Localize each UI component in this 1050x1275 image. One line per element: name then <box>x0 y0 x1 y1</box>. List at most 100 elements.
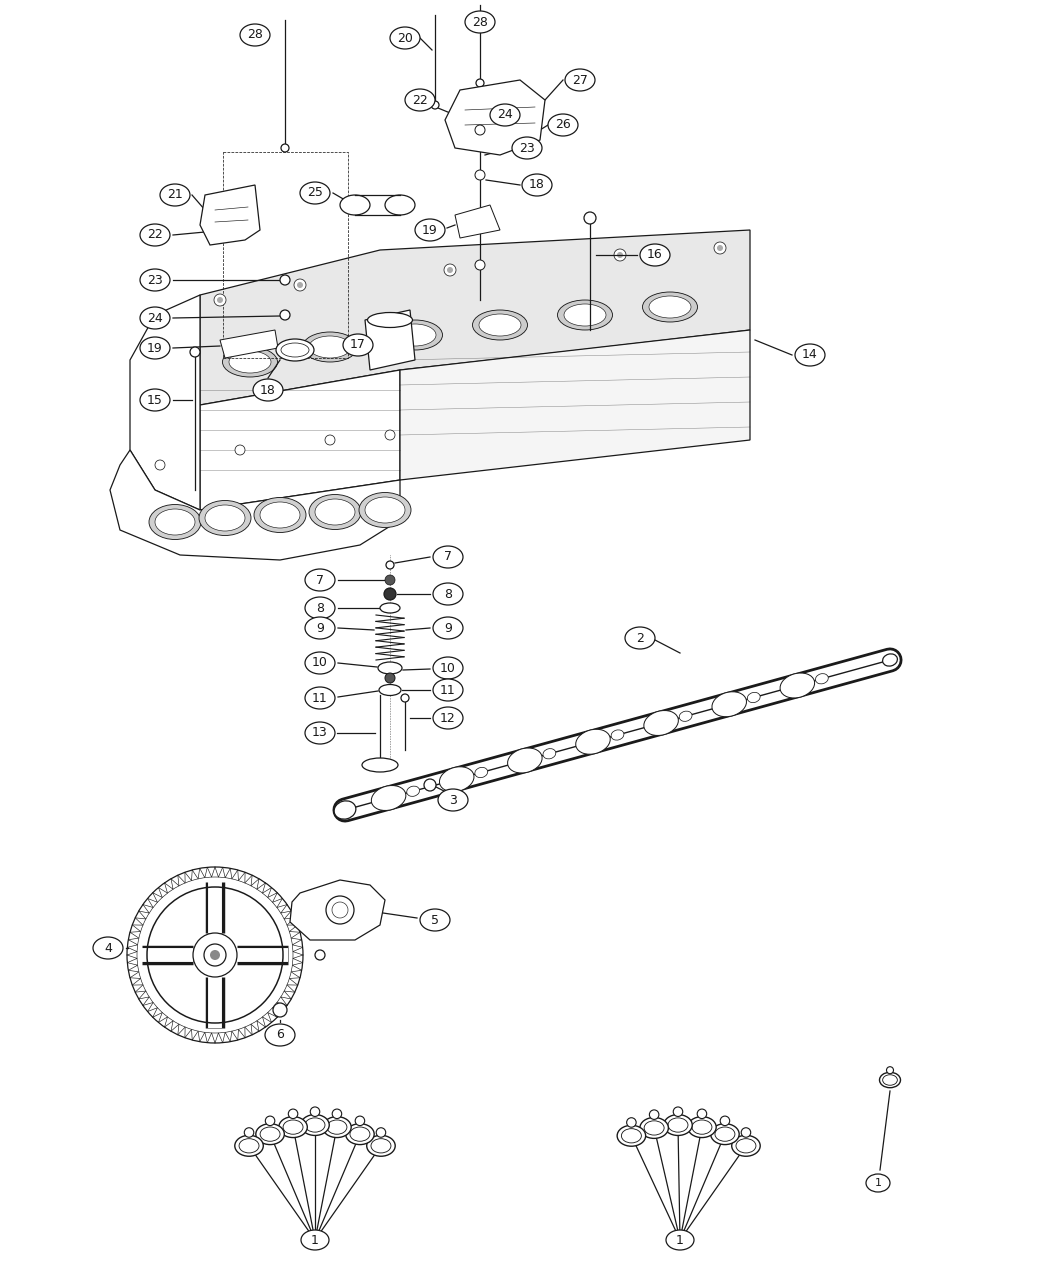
Ellipse shape <box>649 296 691 317</box>
Text: 17: 17 <box>350 338 366 352</box>
Ellipse shape <box>465 11 495 33</box>
Polygon shape <box>290 880 385 940</box>
Ellipse shape <box>712 692 747 717</box>
Circle shape <box>741 1128 751 1137</box>
Ellipse shape <box>816 673 828 683</box>
Ellipse shape <box>639 1117 669 1139</box>
Ellipse shape <box>223 347 277 377</box>
Ellipse shape <box>420 909 450 931</box>
Ellipse shape <box>643 292 697 323</box>
Ellipse shape <box>666 1230 694 1250</box>
Circle shape <box>384 588 396 601</box>
Ellipse shape <box>715 1127 735 1141</box>
Ellipse shape <box>406 787 420 797</box>
Text: 1: 1 <box>875 1178 882 1188</box>
Circle shape <box>273 1003 287 1017</box>
Text: 4: 4 <box>104 941 112 955</box>
Ellipse shape <box>140 307 170 329</box>
Circle shape <box>294 279 306 291</box>
Text: 19: 19 <box>422 223 438 236</box>
Ellipse shape <box>394 324 436 346</box>
Text: 27: 27 <box>572 74 588 87</box>
Text: 7: 7 <box>444 551 452 564</box>
Circle shape <box>280 310 290 320</box>
Ellipse shape <box>304 652 335 674</box>
Ellipse shape <box>304 569 335 592</box>
Text: 10: 10 <box>312 657 328 669</box>
Polygon shape <box>200 185 260 245</box>
Ellipse shape <box>140 269 170 291</box>
Ellipse shape <box>309 495 361 529</box>
Ellipse shape <box>276 339 314 361</box>
Text: 18: 18 <box>260 384 276 397</box>
Polygon shape <box>365 310 415 370</box>
Circle shape <box>280 275 290 286</box>
Ellipse shape <box>385 195 415 215</box>
Ellipse shape <box>748 692 760 703</box>
Circle shape <box>475 125 485 135</box>
Circle shape <box>332 1109 341 1118</box>
Ellipse shape <box>372 785 406 811</box>
Text: 8: 8 <box>316 602 324 615</box>
Ellipse shape <box>479 314 521 337</box>
Circle shape <box>673 1107 683 1117</box>
Ellipse shape <box>368 312 413 328</box>
Ellipse shape <box>300 1114 330 1136</box>
Ellipse shape <box>433 546 463 567</box>
Ellipse shape <box>622 1128 642 1142</box>
Ellipse shape <box>611 729 624 740</box>
Text: 3: 3 <box>449 793 457 807</box>
Circle shape <box>697 1109 707 1118</box>
Circle shape <box>476 79 484 87</box>
Text: 2: 2 <box>636 631 644 644</box>
Ellipse shape <box>260 502 300 528</box>
Ellipse shape <box>438 789 468 811</box>
Circle shape <box>217 297 223 303</box>
Ellipse shape <box>340 195 370 215</box>
Ellipse shape <box>575 729 610 755</box>
Ellipse shape <box>387 320 442 351</box>
Circle shape <box>214 295 226 306</box>
Ellipse shape <box>155 509 195 536</box>
Ellipse shape <box>365 497 405 523</box>
Ellipse shape <box>475 768 487 778</box>
Ellipse shape <box>472 310 527 340</box>
Circle shape <box>289 1109 298 1118</box>
Ellipse shape <box>565 69 595 91</box>
Ellipse shape <box>309 337 351 358</box>
Text: 13: 13 <box>312 727 328 739</box>
Circle shape <box>266 1116 275 1126</box>
Ellipse shape <box>140 337 170 360</box>
Ellipse shape <box>160 184 190 207</box>
Circle shape <box>326 435 335 445</box>
Text: 6: 6 <box>276 1029 284 1042</box>
Ellipse shape <box>732 1135 760 1156</box>
Ellipse shape <box>883 654 898 666</box>
Ellipse shape <box>543 748 555 759</box>
Ellipse shape <box>256 1123 285 1145</box>
Ellipse shape <box>304 617 335 639</box>
Ellipse shape <box>334 801 356 819</box>
Circle shape <box>332 901 348 918</box>
Circle shape <box>204 944 226 966</box>
Ellipse shape <box>345 1123 374 1145</box>
Ellipse shape <box>371 1139 391 1153</box>
Circle shape <box>886 1067 894 1074</box>
Ellipse shape <box>644 710 678 736</box>
Ellipse shape <box>795 344 825 366</box>
Circle shape <box>281 144 289 152</box>
Ellipse shape <box>379 685 401 695</box>
Text: 11: 11 <box>440 683 456 696</box>
Ellipse shape <box>548 113 578 136</box>
Circle shape <box>475 215 485 224</box>
Ellipse shape <box>304 1118 326 1132</box>
Ellipse shape <box>668 1118 688 1132</box>
Ellipse shape <box>304 722 335 745</box>
Ellipse shape <box>254 497 306 533</box>
Circle shape <box>190 347 200 357</box>
Ellipse shape <box>711 1123 739 1145</box>
Polygon shape <box>455 205 500 238</box>
Circle shape <box>714 242 726 254</box>
Text: 18: 18 <box>529 179 545 191</box>
Text: 8: 8 <box>444 588 452 601</box>
